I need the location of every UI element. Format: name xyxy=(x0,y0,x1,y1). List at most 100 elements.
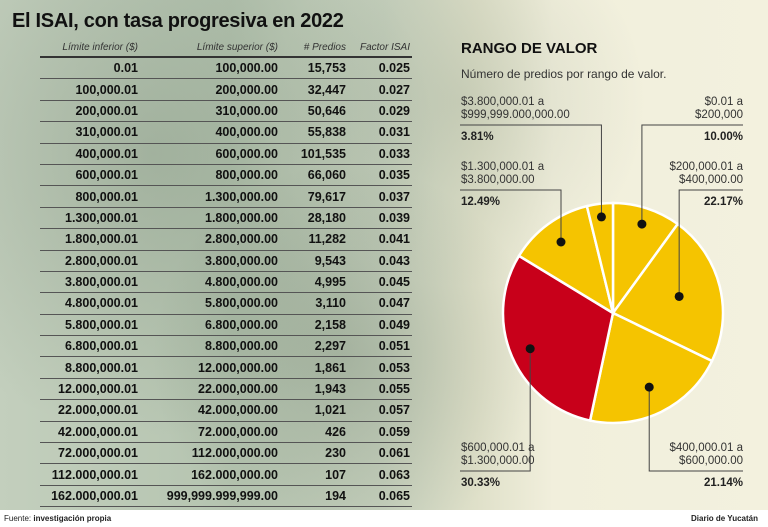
predios-cell: 32,447 xyxy=(280,78,348,101)
predios-cell: 230 xyxy=(280,442,348,465)
slice-pct-3: 30.33% xyxy=(461,477,501,489)
factor-cell: 0.035 xyxy=(348,164,412,187)
leader-dot-4 xyxy=(556,237,566,247)
slice-range-to: $200,000 xyxy=(695,109,743,121)
predios-cell: 3,110 xyxy=(280,292,348,315)
predios-cell: 66,060 xyxy=(280,164,348,187)
lower-limit-cell: 112.000,000.01 xyxy=(40,463,140,486)
factor-cell: 0.057 xyxy=(348,399,412,422)
upper-limit-cell: 400,000.00 xyxy=(140,121,280,144)
slice-pct-4: 12.49% xyxy=(461,196,501,208)
table-header: Límite inferior ($) Límite superior ($) … xyxy=(40,38,412,58)
table-row: 100,000.01 200,000.00 32,447 0.027 xyxy=(40,78,412,101)
leader-line-1 xyxy=(678,189,743,297)
table-row: 600,000.01 800,000.00 66,060 0.035 xyxy=(40,164,412,187)
predios-cell: 15,753 xyxy=(280,57,348,80)
leader-dot-2 xyxy=(644,382,654,392)
predios-cell: 1,021 xyxy=(280,399,348,422)
header-lower-limit: Límite inferior ($) xyxy=(40,38,140,58)
source-note: Fuente: investigación propia xyxy=(4,514,111,523)
page-title: El ISAI, con tasa progresiva en 2022 xyxy=(12,10,344,32)
pie-slice-4 xyxy=(517,204,615,316)
predios-cell: 107 xyxy=(280,463,348,486)
factor-cell: 0.029 xyxy=(348,100,412,123)
slice-range-from: $200,000.01 a xyxy=(669,161,743,173)
upper-limit-cell: 800,000.00 xyxy=(140,164,280,187)
predios-cell: 2,158 xyxy=(280,314,348,337)
lower-limit-cell: 2.800,000.01 xyxy=(40,250,140,272)
predios-cell: 50,646 xyxy=(280,100,348,123)
source-label: Fuente: xyxy=(4,514,32,523)
table-row: 1.300,000.01 1.800,000.00 28,180 0.039 xyxy=(40,207,412,230)
factor-cell: 0.033 xyxy=(348,143,412,165)
lower-limit-cell: 800,000.01 xyxy=(40,185,140,208)
table-row: 400,000.01 600,000.00 101,535 0.033 xyxy=(40,143,412,165)
upper-limit-cell: 2.800,000.00 xyxy=(140,228,280,251)
pie-slice-1 xyxy=(611,222,725,363)
upper-limit-cell: 22.000,000.00 xyxy=(140,378,280,401)
lower-limit-cell: 12.000,000.01 xyxy=(40,378,140,401)
table-row: 6.800,000.01 8.800,000.00 2,297 0.051 xyxy=(40,335,412,358)
slice-label-4: $1.300,000.01 a $3.800,000.00 xyxy=(461,161,544,187)
slice-range-to: $600,000.00 xyxy=(679,455,743,467)
lower-limit-cell: 42.000,000.01 xyxy=(40,421,140,444)
table-row: 112.000,000.01 162.000,000.00 107 0.063 xyxy=(40,463,412,486)
slice-range-to: $3.800,000.00 xyxy=(461,174,535,186)
leader-dot-5 xyxy=(596,212,606,222)
header-upper-limit: Límite superior ($) xyxy=(140,38,280,58)
lower-limit-cell: 400,000.01 xyxy=(40,143,140,165)
upper-limit-cell: 600,000.00 xyxy=(140,143,280,165)
lower-limit-cell: 6.800,000.01 xyxy=(40,335,140,358)
lower-limit-cell: 200,000.01 xyxy=(40,100,140,123)
factor-cell: 0.047 xyxy=(348,292,412,315)
upper-limit-cell: 1.300,000.00 xyxy=(140,185,280,208)
factor-cell: 0.063 xyxy=(348,463,412,486)
slice-range-from: $600,000.01 a xyxy=(461,442,535,454)
factor-cell: 0.053 xyxy=(348,356,412,379)
leader-line-2 xyxy=(648,387,743,472)
lower-limit-cell: 5.800,000.01 xyxy=(40,314,140,337)
lower-limit-cell: 8.800,000.01 xyxy=(40,356,140,379)
table-row: 800,000.01 1.300,000.00 79,617 0.037 xyxy=(40,185,412,208)
table-row: 200,000.01 310,000.00 50,646 0.029 xyxy=(40,100,412,123)
slice-pct-0: 10.00% xyxy=(703,131,743,143)
lower-limit-cell: 4.800,000.01 xyxy=(40,292,140,315)
slice-range-to: $999,999.000,000.00 xyxy=(461,109,570,121)
lower-limit-cell: 600,000.01 xyxy=(40,164,140,187)
predios-cell: 2,297 xyxy=(280,335,348,358)
slice-label-2: $400,000.01 a $600,000.00 xyxy=(669,442,743,468)
header-factor: Factor ISAI xyxy=(348,38,412,58)
predios-cell: 11,282 xyxy=(280,228,348,251)
lower-limit-cell: 22.000,000.01 xyxy=(40,399,140,422)
lower-limit-cell: 3.800,000.01 xyxy=(40,271,140,294)
factor-cell: 0.037 xyxy=(348,185,412,208)
table-row: 5.800,000.01 6.800,000.00 2,158 0.049 xyxy=(40,314,412,337)
table-row: 12.000,000.01 22.000,000.00 1,943 0.055 xyxy=(40,378,412,401)
lower-limit-cell: 1.800,000.01 xyxy=(40,228,140,251)
table-row: 72.000,000.01 112.000,000.00 230 0.061 xyxy=(40,442,412,465)
pie-slice-2 xyxy=(588,311,714,425)
predios-cell: 79,617 xyxy=(280,185,348,208)
pie-slice-5 xyxy=(585,201,615,314)
slice-pct-1: 22.17% xyxy=(703,196,743,208)
upper-limit-cell: 999,999.999,999.00 xyxy=(140,485,280,508)
leader-dot-1 xyxy=(674,291,684,301)
factor-cell: 0.039 xyxy=(348,207,412,230)
upper-limit-cell: 12.000,000.00 xyxy=(140,356,280,379)
factor-cell: 0.059 xyxy=(348,421,412,444)
predios-cell: 28,180 xyxy=(280,207,348,230)
lower-limit-cell: 162.000,000.01 xyxy=(40,485,140,508)
slice-range-from: $3.800,000.01 a xyxy=(461,96,545,108)
upper-limit-cell: 1.800,000.00 xyxy=(140,207,280,230)
slice-range-to: $1.300,000.00 xyxy=(461,455,535,467)
factor-cell: 0.065 xyxy=(348,485,412,508)
predios-cell: 101,535 xyxy=(280,143,348,165)
upper-limit-cell: 4.800,000.00 xyxy=(140,271,280,294)
predios-cell: 9,543 xyxy=(280,250,348,272)
slice-pct-2: 21.14% xyxy=(703,477,743,489)
pie-chart xyxy=(460,124,743,472)
predios-cell: 1,943 xyxy=(280,378,348,401)
slice-range-from: $1.300,000.01 a xyxy=(461,161,545,173)
slice-pct-5: 3.81% xyxy=(461,131,494,143)
slice-range-to: $400,000.00 xyxy=(679,174,743,186)
